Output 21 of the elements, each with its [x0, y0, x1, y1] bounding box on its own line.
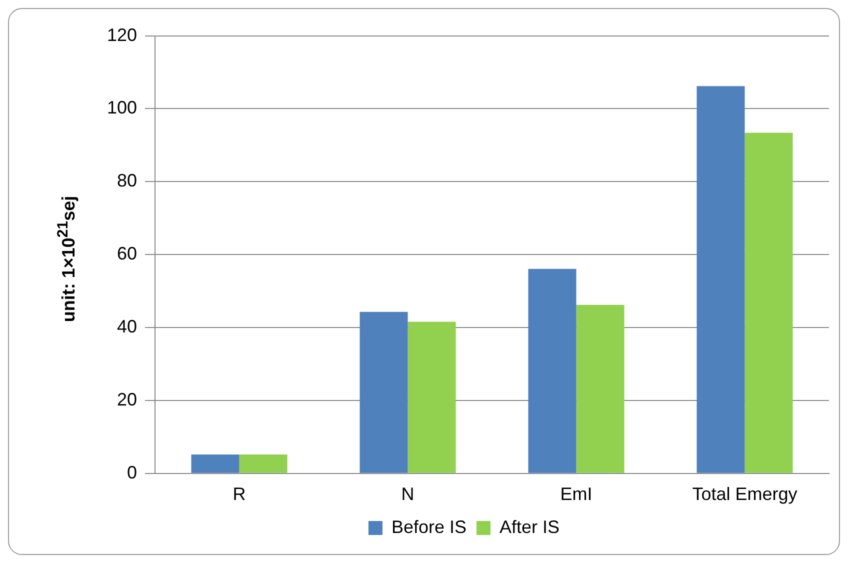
x-tick-label: EmI [560, 484, 592, 504]
bar [191, 454, 240, 473]
legend-label: After IS [500, 516, 560, 537]
y-tick-label: 60 [117, 244, 138, 264]
y-tick-label: 100 [106, 98, 138, 118]
y-tick-label: 0 [127, 462, 138, 482]
bar [744, 132, 793, 473]
bar [528, 268, 576, 473]
bar [360, 312, 408, 473]
y-tick-label: 20 [117, 389, 138, 410]
legend-label: Before IS [391, 516, 467, 537]
y-tick-label: 40 [117, 316, 138, 336]
y-tick-label: 120 [106, 24, 138, 45]
y-tick-label: 80 [117, 170, 138, 191]
x-tick-label: Total Emergy [692, 484, 798, 504]
x-tick-label: N [401, 484, 414, 504]
x-tick-label: R [232, 484, 246, 504]
bar [408, 322, 456, 473]
bar [239, 454, 288, 473]
bar [576, 304, 624, 473]
bar [696, 86, 745, 473]
